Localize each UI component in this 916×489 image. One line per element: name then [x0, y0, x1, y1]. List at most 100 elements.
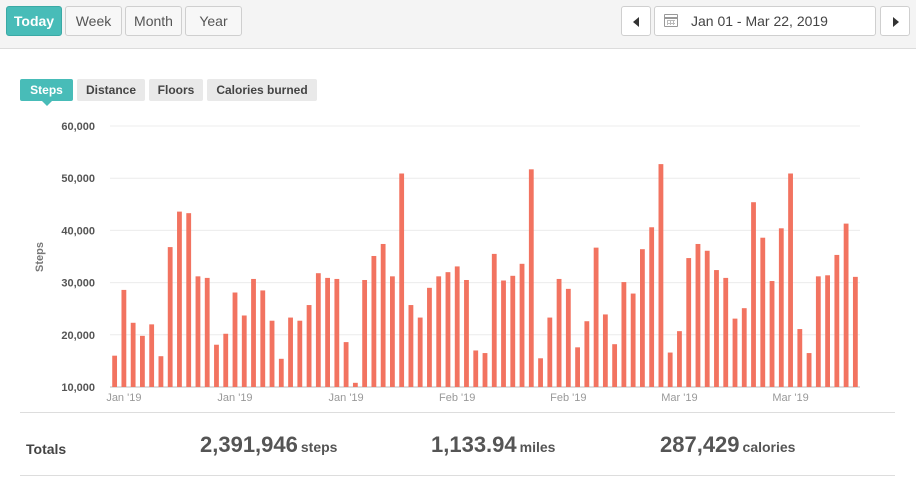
bar[interactable]: [417, 317, 423, 387]
bar[interactable]: [306, 305, 312, 387]
tab-distance[interactable]: Distance: [77, 79, 145, 101]
bar[interactable]: [427, 287, 432, 387]
bar[interactable]: [732, 318, 738, 387]
bar[interactable]: [352, 382, 358, 387]
bar[interactable]: [575, 347, 580, 387]
bar[interactable]: [825, 275, 830, 387]
date-range-picker[interactable]: Jan 01 - Mar 22, 2019: [654, 6, 876, 36]
bar[interactable]: [195, 276, 201, 387]
bar[interactable]: [751, 202, 756, 387]
bar[interactable]: [167, 247, 173, 387]
bar[interactable]: [177, 211, 182, 387]
bar[interactable]: [158, 356, 164, 387]
bar[interactable]: [482, 353, 488, 387]
bar[interactable]: [251, 278, 256, 387]
bar[interactable]: [186, 213, 192, 387]
bar[interactable]: [371, 255, 377, 387]
bar[interactable]: [130, 322, 136, 387]
year-button[interactable]: Year: [185, 6, 242, 36]
bar[interactable]: [593, 247, 599, 387]
bar[interactable]: [686, 258, 692, 387]
bar[interactable]: [121, 289, 127, 387]
bar[interactable]: [519, 263, 525, 387]
bar[interactable]: [278, 358, 284, 387]
bar[interactable]: [621, 282, 627, 387]
bar[interactable]: [843, 223, 849, 387]
bar[interactable]: [315, 273, 321, 387]
bar[interactable]: [223, 333, 229, 387]
bar[interactable]: [269, 320, 275, 387]
bar[interactable]: [677, 331, 682, 387]
bar[interactable]: [334, 278, 340, 387]
bar[interactable]: [640, 249, 645, 387]
bar[interactable]: [806, 353, 812, 387]
bar[interactable]: [232, 292, 238, 387]
bar[interactable]: [658, 164, 664, 387]
bar[interactable]: [852, 276, 858, 387]
bar[interactable]: [667, 352, 673, 387]
month-button[interactable]: Month: [125, 6, 182, 36]
bar[interactable]: [297, 320, 303, 387]
bar[interactable]: [556, 278, 562, 387]
bar[interactable]: [241, 315, 247, 387]
bar[interactable]: [723, 277, 729, 387]
bar[interactable]: [204, 277, 210, 387]
bar[interactable]: [288, 317, 293, 387]
bar[interactable]: [695, 243, 701, 387]
bar[interactable]: [788, 173, 793, 388]
bar[interactable]: [741, 308, 747, 387]
bar[interactable]: [602, 314, 608, 387]
next-range-button[interactable]: [880, 6, 910, 36]
bar[interactable]: [584, 321, 590, 387]
previous-range-button[interactable]: [621, 6, 651, 36]
tab-steps[interactable]: Steps: [20, 79, 73, 106]
date-range-text: Jan 01 - Mar 22, 2019: [691, 13, 828, 29]
y-tick-label: 10,000: [61, 382, 95, 394]
bar[interactable]: [408, 305, 414, 387]
bar[interactable]: [528, 169, 534, 387]
tab-floors[interactable]: Floors: [149, 79, 203, 101]
bar[interactable]: [510, 275, 516, 387]
bar[interactable]: [140, 335, 145, 387]
week-button[interactable]: Week: [65, 6, 122, 36]
bar[interactable]: [538, 358, 543, 387]
total-steps-value: 2,391,946: [200, 432, 298, 457]
bar[interactable]: [380, 243, 386, 387]
bar[interactable]: [464, 279, 469, 387]
bar[interactable]: [630, 293, 636, 387]
bar[interactable]: [491, 253, 497, 387]
bar[interactable]: [112, 355, 118, 387]
bar[interactable]: [260, 290, 266, 387]
totals-label: Totals: [26, 441, 67, 457]
today-button[interactable]: Today: [6, 6, 62, 36]
bar[interactable]: [769, 281, 775, 387]
bar[interactable]: [399, 173, 405, 388]
bar[interactable]: [501, 280, 506, 387]
bar[interactable]: [714, 270, 719, 387]
bar[interactable]: [565, 288, 571, 387]
bar[interactable]: [454, 266, 460, 387]
bar[interactable]: [547, 317, 553, 387]
bar[interactable]: [760, 237, 766, 387]
bar[interactable]: [797, 329, 803, 387]
calendar-icon: [664, 14, 678, 27]
y-axis-ticks: 10,000 20,000 30,000 40,000 50,000 60,000: [61, 121, 95, 394]
bar[interactable]: [343, 342, 349, 387]
bar[interactable]: [704, 250, 710, 387]
bar[interactable]: [778, 228, 784, 387]
bar[interactable]: [214, 344, 219, 387]
total-miles: 1,133.94 miles: [431, 432, 555, 458]
bar[interactable]: [390, 276, 395, 387]
tab-calories-burned[interactable]: Calories burned: [207, 79, 317, 101]
bar[interactable]: [325, 277, 330, 387]
bar[interactable]: [473, 350, 479, 387]
bar[interactable]: [834, 254, 840, 387]
bar[interactable]: [815, 276, 821, 387]
bar[interactable]: [649, 227, 655, 387]
y-tick-label: 40,000: [61, 225, 95, 237]
bar[interactable]: [445, 272, 451, 387]
bar[interactable]: [612, 344, 618, 387]
bar[interactable]: [362, 279, 368, 387]
bar[interactable]: [149, 324, 155, 387]
bar[interactable]: [436, 276, 442, 387]
